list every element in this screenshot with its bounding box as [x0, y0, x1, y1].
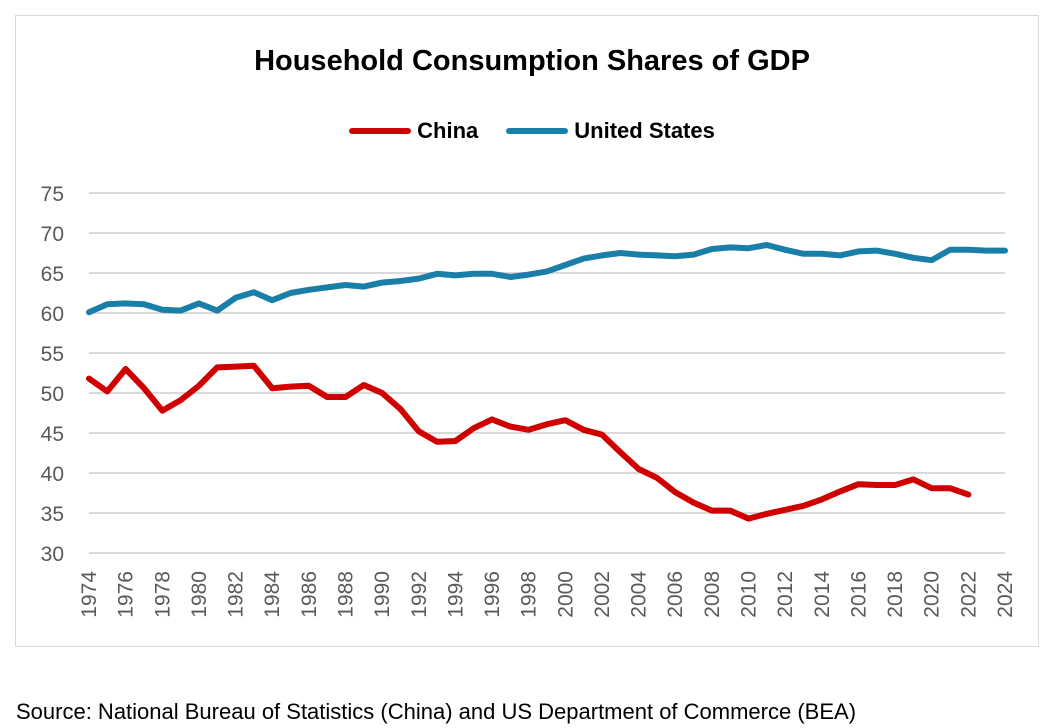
x-tick-label-1974: 1974: [78, 571, 101, 618]
y-tick-label-70: 70: [41, 223, 64, 246]
x-tick-label-1996: 1996: [481, 571, 504, 618]
y-tick-label-65: 65: [41, 263, 64, 286]
x-tick-label-1984: 1984: [261, 571, 284, 618]
x-tick-label-2016: 2016: [847, 571, 870, 618]
x-tick-label-1980: 1980: [188, 571, 211, 618]
x-tick-label-1990: 1990: [371, 571, 394, 618]
y-tick-label-40: 40: [41, 463, 64, 486]
series-line-china: [86, 362, 972, 522]
y-tick-label-35: 35: [41, 503, 64, 526]
x-tick-label-2024: 2024: [994, 571, 1017, 618]
x-tick-label-2008: 2008: [701, 571, 724, 618]
source-note: Source: National Bureau of Statistics (C…: [16, 699, 857, 724]
x-tick-label-2000: 2000: [554, 571, 577, 618]
legend-label-china: China: [417, 118, 479, 143]
legend-item-united-states: United States: [506, 118, 715, 144]
x-tick-label-1994: 1994: [444, 571, 467, 618]
x-tick-label-2022: 2022: [957, 571, 980, 618]
x-tick-label-2012: 2012: [774, 571, 797, 618]
x-tick-label-1992: 1992: [408, 571, 431, 618]
x-tick-label-1978: 1978: [151, 571, 174, 618]
x-tick-label-1976: 1976: [115, 571, 138, 618]
x-tick-label-2018: 2018: [884, 571, 907, 618]
legend: China United States: [0, 118, 1064, 144]
line-chart: 30 35 40 45 50 55 60 65 70 75 1974 1976 1978 1980 1982…: [41, 183, 1017, 618]
x-tick-label-1988: 1988: [334, 571, 357, 618]
x-tick-label-1998: 1998: [518, 571, 541, 618]
legend-label-united-states: United States: [574, 118, 715, 143]
x-tick-label-1986: 1986: [298, 571, 321, 618]
y-tick-label-30: 30: [41, 543, 64, 566]
x-tick-label-2014: 2014: [811, 571, 834, 618]
x-tick-label-2004: 2004: [628, 571, 651, 618]
x-tick-label-1982: 1982: [225, 571, 248, 618]
chart-title: Household Consumption Shares of GDP: [254, 45, 810, 77]
x-tick-label-2020: 2020: [921, 571, 944, 618]
y-tick-label-60: 60: [41, 303, 64, 326]
chart-area: [15, 15, 1039, 647]
series-line-united-states: [86, 242, 1008, 316]
legend-swatch-china: [349, 128, 412, 134]
y-tick-label-50: 50: [41, 383, 64, 406]
x-tick-label-2002: 2002: [591, 571, 614, 618]
x-tick-label-2006: 2006: [664, 571, 687, 618]
y-tick-label-75: 75: [41, 183, 64, 206]
x-tick-label-2010: 2010: [738, 571, 761, 618]
legend-swatch-united-states: [506, 128, 569, 134]
y-tick-label-45: 45: [41, 423, 64, 446]
legend-item-china: China: [349, 118, 478, 144]
y-tick-label-55: 55: [41, 343, 64, 366]
